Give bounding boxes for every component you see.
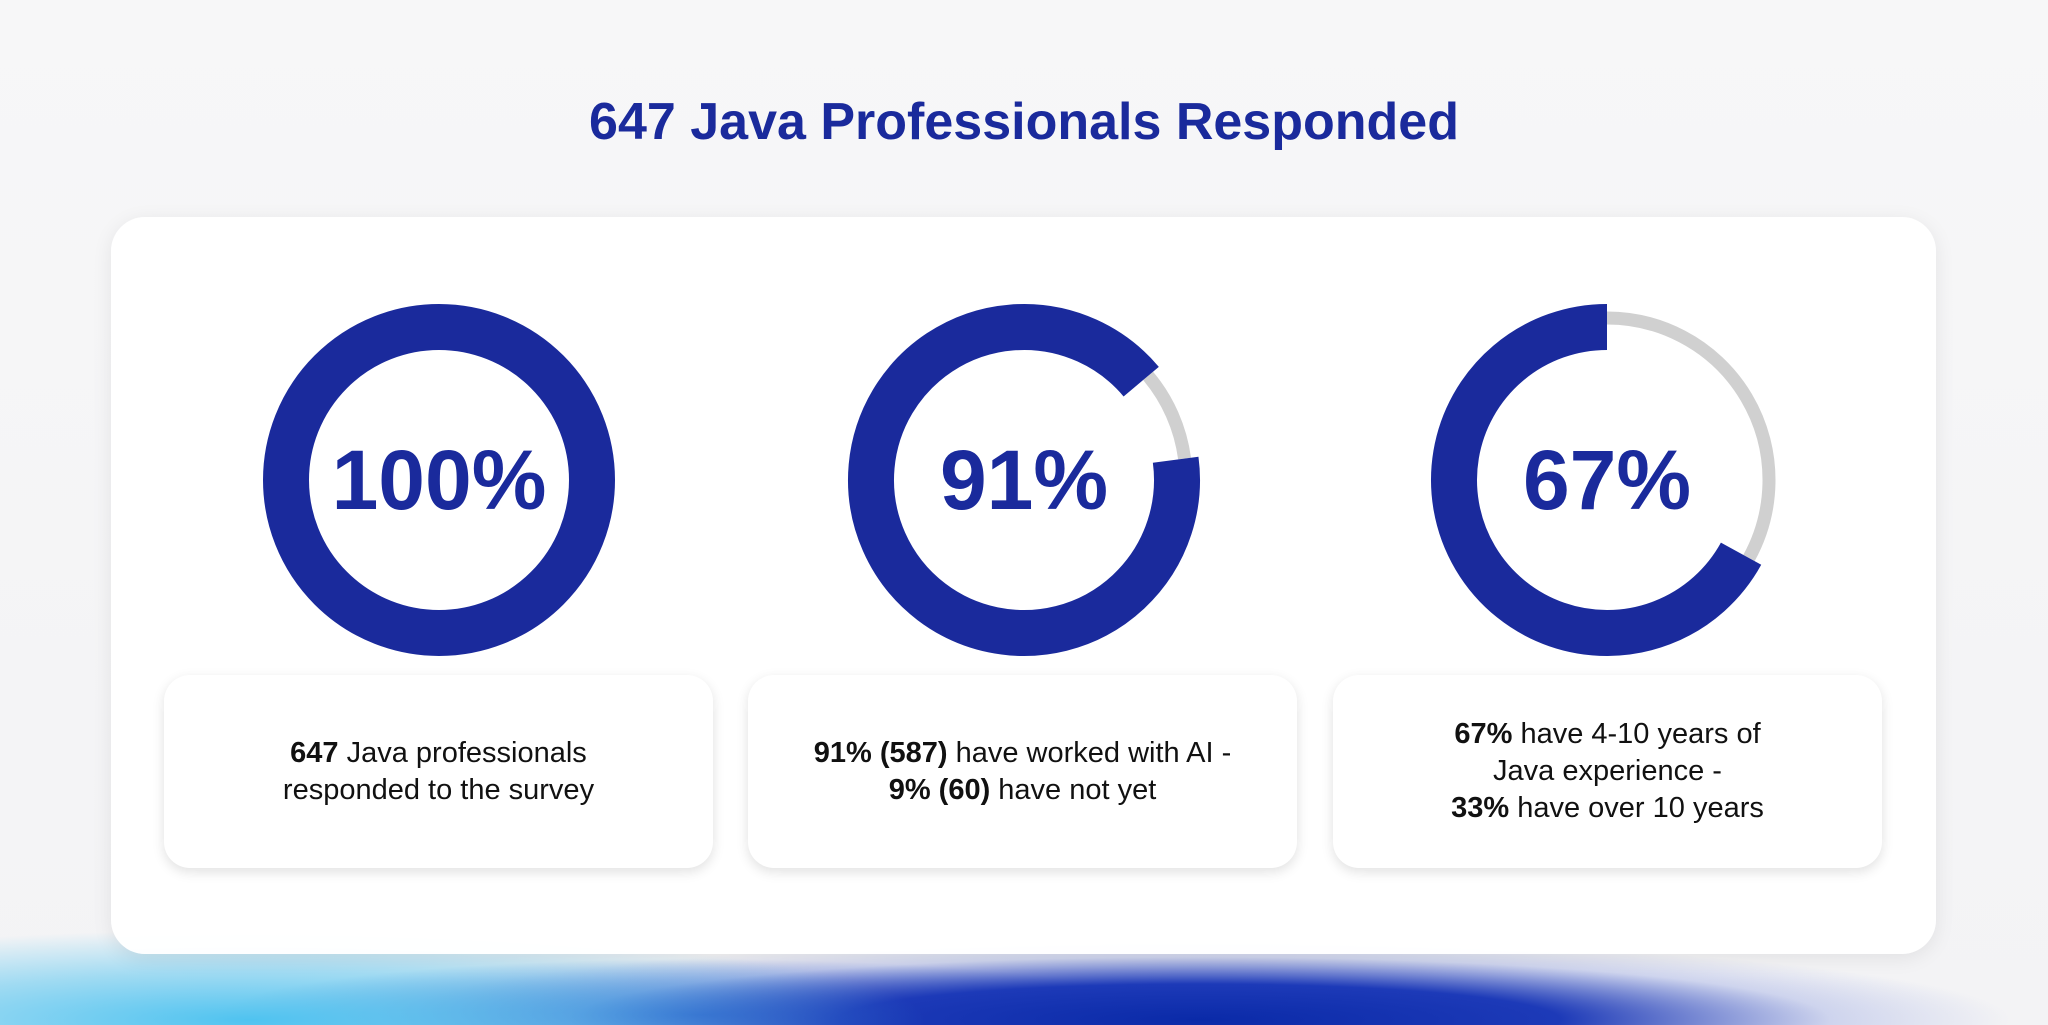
donut-arc	[1431, 304, 1762, 656]
donut-arc	[848, 304, 1200, 656]
donut-chart-3: 67%	[1427, 300, 1787, 660]
donut-track	[1143, 371, 1192, 460]
caption-span: have not yet	[990, 773, 1157, 806]
caption-line: 647 Java professionals	[283, 735, 594, 772]
caption-text: 67% have 4-10 years of Java experience -3…	[1451, 716, 1764, 827]
donut-label: 91%	[939, 433, 1109, 527]
caption-span: responded to the survey	[282, 773, 595, 806]
caption-bold: 9% (60)	[888, 773, 991, 806]
caption-box-2: 91% (587) have worked with AI -9% (60) h…	[748, 675, 1297, 868]
caption-bold: 67%	[1454, 718, 1513, 750]
caption-line: 33% have over 10 years	[1451, 790, 1764, 827]
caption-text: 647 Java professionals responded to the s…	[283, 735, 594, 809]
donut-track	[1606, 311, 1776, 562]
caption-span: Java professionals	[338, 736, 587, 769]
caption-span: have worked with AI -	[947, 736, 1232, 769]
caption-bold: 91% (587)	[813, 736, 948, 769]
caption-span: have over 10 years	[1509, 792, 1764, 824]
caption-line: Java experience -	[1451, 753, 1764, 790]
donut-label: 100%	[331, 433, 547, 527]
donut-label: 67%	[1522, 433, 1692, 527]
caption-text: 91% (587) have worked with AI -9% (60) h…	[814, 735, 1232, 809]
caption-line: 9% (60) have not yet	[814, 772, 1232, 809]
donut-arc	[263, 304, 615, 656]
caption-line: responded to the survey	[283, 772, 594, 809]
caption-bold: 647	[290, 736, 339, 769]
caption-line: 67% have 4-10 years of	[1451, 716, 1764, 753]
caption-box-1: 647 Java professionals responded to the s…	[164, 675, 713, 868]
caption-line: 91% (587) have worked with AI -	[814, 735, 1232, 772]
donut-chart-1: 100%	[259, 300, 619, 660]
caption-span: Java experience -	[1493, 755, 1722, 787]
caption-box-3: 67% have 4-10 years of Java experience -3…	[1333, 675, 1882, 868]
donut-chart-2: 91%	[844, 300, 1204, 660]
page-title: 647 Java Professionals Responded	[589, 93, 1459, 151]
caption-span: have 4-10 years of	[1512, 718, 1761, 750]
caption-bold: 33%	[1451, 792, 1510, 824]
